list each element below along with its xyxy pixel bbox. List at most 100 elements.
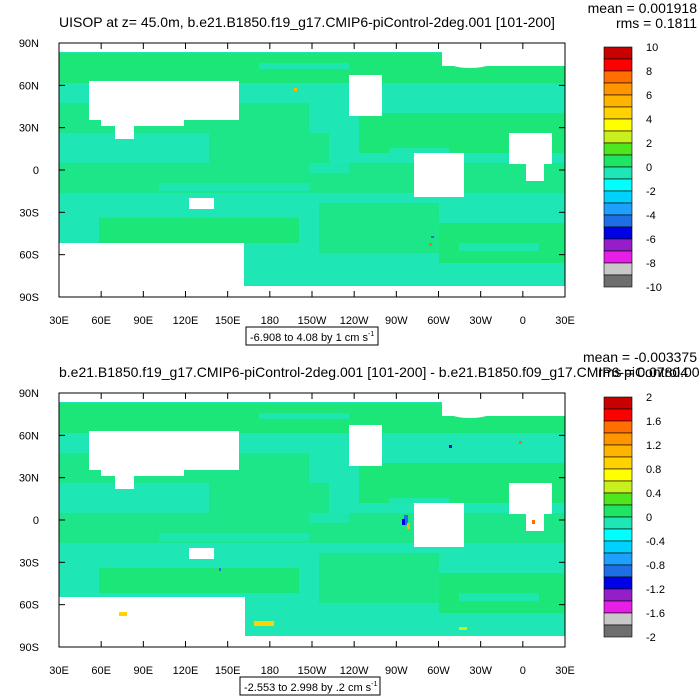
y-tick-label: 60S xyxy=(19,600,39,612)
panel-1-range-label: -6.908 to 4.08 by 1 cm s-1 xyxy=(250,331,374,344)
anomaly-mark xyxy=(431,236,434,238)
colorbar-label: -4 xyxy=(646,210,656,222)
x-tick-label: 30W xyxy=(469,665,492,677)
zero-band-patch xyxy=(259,413,349,419)
y-tick-label: 30N xyxy=(19,123,39,135)
anomaly-mark xyxy=(254,621,274,626)
colorbar-swatch xyxy=(603,624,633,638)
anomaly-mark xyxy=(404,515,408,525)
panel-1-rms: rms = 0.1811 xyxy=(616,15,697,31)
panel-2-axes: 30E 60E 90E 120E 150E 180 150W 120W 90W 60W 30W 0 30… xyxy=(19,388,575,677)
colorbar-swatch xyxy=(603,432,633,446)
colorbar-label: -1.2 xyxy=(646,584,665,596)
panel-1-axes: 30E 60E 90E 120E 150E 180 150W 120W 90W 60W 30W 0 30… xyxy=(19,38,575,327)
land-mask xyxy=(189,198,214,209)
colorbar-label: -2 xyxy=(646,186,656,198)
colorbar-label: 2 xyxy=(646,392,652,404)
zero-band-patch xyxy=(459,243,539,251)
colorbar-label: 0.4 xyxy=(646,488,661,500)
zero-band-patch xyxy=(159,533,309,541)
panel-2-title: b.e21.B1850.f19_g17.CMIP6-piControl-2deg… xyxy=(59,364,700,380)
zero-band-patch xyxy=(319,553,439,603)
colorbar-swatch xyxy=(603,178,633,192)
x-tick-label: 120E xyxy=(173,315,199,327)
colorbar-swatch xyxy=(603,274,633,288)
land-mask xyxy=(115,126,134,139)
panel-2-map xyxy=(58,392,566,648)
colorbar-label: 1.2 xyxy=(646,440,661,452)
colorbar-label: 10 xyxy=(646,42,658,54)
colorbar-swatch xyxy=(603,250,633,264)
x-tick-label: 90E xyxy=(134,315,154,327)
colorbar-swatch xyxy=(603,456,633,470)
colorbar-swatch xyxy=(603,492,633,506)
colorbar-label: -1.6 xyxy=(646,608,665,620)
x-tick-label: 120E xyxy=(173,665,199,677)
colorbar-swatch xyxy=(603,166,633,180)
x-tick-label: 0 xyxy=(520,665,526,677)
panel-2-range-label: -2.553 to 2.998 by .2 cm s-1 xyxy=(244,681,378,694)
anomaly-mark xyxy=(449,445,452,448)
x-tick-label: 90W xyxy=(385,315,408,327)
zero-band-patch xyxy=(259,63,349,69)
colorbar-swatch xyxy=(603,214,633,228)
anomaly-mark xyxy=(407,523,410,529)
colorbar-label: -10 xyxy=(646,282,662,294)
anomaly-mark xyxy=(532,520,535,524)
colorbar-swatch xyxy=(603,576,633,590)
x-tick-label: 60E xyxy=(91,665,111,677)
y-tick-label: 90N xyxy=(19,388,39,400)
x-tick-label: 0 xyxy=(520,315,526,327)
colorbar-swatch xyxy=(603,552,633,566)
y-tick-label: 30S xyxy=(19,207,39,219)
x-tick-label: 180 xyxy=(261,665,279,677)
panel-2-range-box: -2.553 to 2.998 by .2 cm s-1 xyxy=(239,676,381,696)
x-tick-label: 150E xyxy=(215,315,241,327)
x-tick-label: 150W xyxy=(298,665,327,677)
colorbar-label: 0 xyxy=(646,512,652,524)
x-tick-label: 30E xyxy=(49,665,69,677)
y-tick-label: 30S xyxy=(19,557,39,569)
zero-band-patch xyxy=(389,148,449,154)
colorbar-label: -6 xyxy=(646,234,656,246)
x-tick-label: 30W xyxy=(469,315,492,327)
land-mask xyxy=(115,476,134,489)
zero-band-patch xyxy=(309,513,349,523)
x-tick-label: 150E xyxy=(215,665,241,677)
y-tick-label: 90N xyxy=(19,38,39,50)
x-tick-label: 30E xyxy=(555,665,575,677)
panel-1-colorbar: 10 8 6 4 2 0 -2 -4 -6 -8 -10 xyxy=(603,42,662,294)
anomaly-mark xyxy=(219,568,221,571)
x-tick-label: 120W xyxy=(340,665,369,677)
x-tick-label: 60E xyxy=(91,315,111,327)
land-mask xyxy=(101,470,184,476)
land-mask xyxy=(414,503,464,547)
colorbar-swatch xyxy=(603,444,633,458)
colorbar-swatch xyxy=(603,528,633,542)
land-mask xyxy=(89,81,239,120)
colorbar-swatch xyxy=(603,154,633,168)
colorbar-swatch xyxy=(603,600,633,614)
colorbar-swatch xyxy=(603,202,633,216)
panel-2-rms: rms = 0.07804 xyxy=(598,364,688,380)
land-mask xyxy=(349,425,382,466)
x-tick-label: 150W xyxy=(298,315,327,327)
zero-band-patch xyxy=(159,183,309,191)
colorbar-label: 6 xyxy=(646,90,652,102)
anomaly-mark xyxy=(519,441,522,444)
x-tick-label: 90E xyxy=(134,665,154,677)
y-tick-label: 0 xyxy=(33,515,39,527)
x-tick-label: 30E xyxy=(555,315,575,327)
colorbar-label: -2 xyxy=(646,632,656,644)
y-tick-label: 30N xyxy=(19,473,39,485)
colorbar-swatch xyxy=(603,612,633,626)
colorbar-swatch xyxy=(603,504,633,518)
colorbar-swatch xyxy=(603,408,633,422)
colorbar-label: 2 xyxy=(646,138,652,150)
y-tick-label: 90S xyxy=(19,292,39,304)
colorbar-swatch xyxy=(603,142,633,156)
colorbar-swatch xyxy=(603,468,633,482)
zero-band-patch xyxy=(319,203,439,253)
panel-2-mean: mean = -0.003375 xyxy=(583,349,697,365)
colorbar-swatch xyxy=(603,226,633,240)
